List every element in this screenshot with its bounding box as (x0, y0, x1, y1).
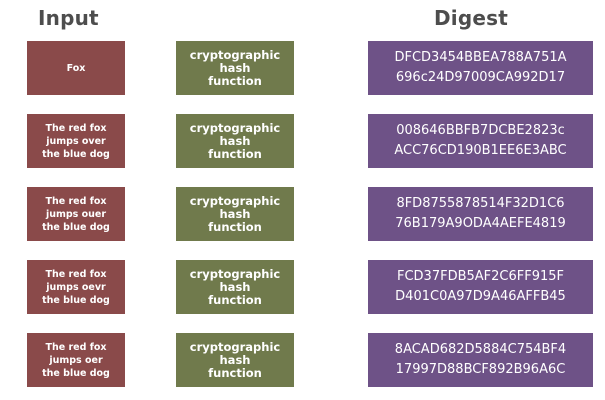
digest-column-header: Digest (434, 6, 509, 30)
digest-box: 8ACAD682D5884C754BF4 17997D88BCF892B96A6… (368, 333, 593, 387)
digest-line: ACC76CD190B1EE6E3ABC (394, 143, 567, 158)
digest-line: 8ACAD682D5884C754BF4 (394, 342, 567, 357)
hash-row: The red fox jumps over the blue dog cryp… (0, 114, 605, 168)
digest-box: 8FD8755878514F32D1C6 76B179A9ODA4AEFE481… (368, 187, 593, 241)
digest-line: 008646BBFB7DCBE2823c (396, 123, 565, 138)
hash-function-box: cryptographic hash function (176, 260, 294, 314)
digest-box: DFCD3454BBEA788A751A 696c24D97009CA992D1… (368, 41, 593, 95)
digest-box: 008646BBFB7DCBE2823c ACC76CD190B1EE6E3AB… (368, 114, 593, 168)
digest-line: 17997D88BCF892B96A6C (395, 362, 566, 377)
digest-line: 76B179A9ODA4AEFE4819 (395, 216, 566, 231)
input-box: Fox (27, 41, 125, 95)
digest-line: DFCD3454BBEA788A751A (394, 50, 567, 65)
hash-function-box: cryptographic hash function (176, 333, 294, 387)
hash-row: Fox cryptographic hash function DFCD3454… (0, 41, 605, 95)
input-box: The red fox jumps oer the blue dog (27, 333, 125, 387)
digest-box: FCD37FDB5AF2C6FF915F D401C0A97D9A46AFFB4… (368, 260, 593, 314)
input-box: The red fox jumps over the blue dog (27, 114, 125, 168)
hash-row: The red fox jumps ouer the blue dog cryp… (0, 187, 605, 241)
hash-function-box: cryptographic hash function (176, 114, 294, 168)
hash-row: The red fox jumps oevr the blue dog cryp… (0, 260, 605, 314)
digest-line: 696c24D97009CA992D17 (395, 70, 566, 85)
input-box: The red fox jumps oevr the blue dog (27, 260, 125, 314)
digest-line: FCD37FDB5AF2C6FF915F (396, 269, 565, 284)
input-box: The red fox jumps ouer the blue dog (27, 187, 125, 241)
hash-function-box: cryptographic hash function (176, 41, 294, 95)
hash-function-box: cryptographic hash function (176, 187, 294, 241)
input-column-header: Input (38, 6, 99, 30)
digest-line: D401C0A97D9A46AFFB45 (395, 289, 566, 304)
hash-row: The red fox jumps oer the blue dog crypt… (0, 333, 605, 387)
digest-line: 8FD8755878514F32D1C6 (396, 196, 565, 211)
